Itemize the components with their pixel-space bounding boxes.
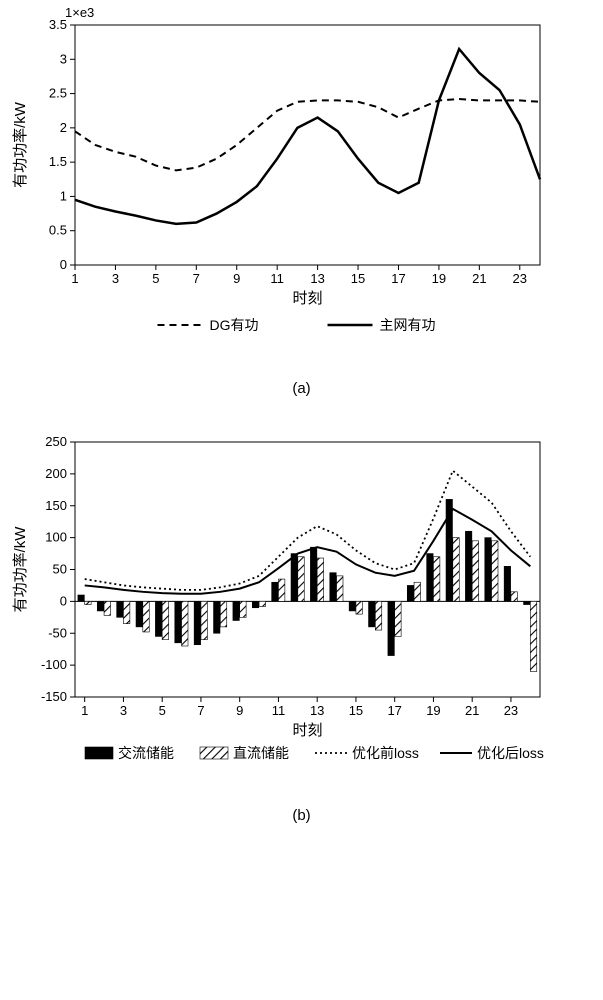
svg-text:19: 19	[426, 703, 440, 718]
svg-text:3: 3	[60, 51, 67, 66]
svg-text:2: 2	[60, 120, 67, 135]
svg-text:3: 3	[120, 703, 127, 718]
svg-text:0: 0	[60, 257, 67, 272]
chart-b-svg: -150-100-5005010015020025013579111315171…	[0, 427, 560, 787]
svg-text:主网有功: 主网有功	[380, 317, 436, 333]
svg-text:100: 100	[45, 530, 67, 545]
svg-text:17: 17	[387, 703, 401, 718]
svg-text:时刻: 时刻	[292, 722, 322, 739]
svg-text:5: 5	[152, 271, 159, 286]
svg-text:直流储能: 直流储能	[233, 745, 289, 761]
svg-text:11: 11	[272, 703, 286, 718]
svg-text:13: 13	[310, 271, 324, 286]
chart-a-panel: 1×e300.511.522.533.51357911131517192123时…	[0, 0, 603, 360]
svg-text:11: 11	[270, 271, 284, 286]
svg-text:0.5: 0.5	[49, 223, 67, 238]
caption-a: (a)	[0, 380, 603, 397]
svg-text:1: 1	[60, 188, 67, 203]
svg-text:3: 3	[112, 271, 119, 286]
svg-text:17: 17	[391, 271, 405, 286]
caption-b: (b)	[0, 807, 603, 824]
svg-text:23: 23	[513, 271, 527, 286]
svg-text:5: 5	[159, 703, 166, 718]
svg-text:50: 50	[53, 562, 67, 577]
chart-a-svg: 1×e300.511.522.533.51357911131517192123时…	[0, 0, 560, 360]
svg-text:1: 1	[71, 271, 78, 286]
svg-text:有功功率/kW: 有功功率/kW	[12, 526, 29, 613]
svg-text:150: 150	[45, 498, 67, 513]
svg-text:-50: -50	[48, 625, 67, 640]
svg-text:交流储能: 交流储能	[118, 745, 174, 761]
svg-text:9: 9	[233, 271, 240, 286]
svg-text:优化后loss: 优化后loss	[477, 745, 544, 761]
svg-text:21: 21	[465, 703, 479, 718]
svg-text:7: 7	[197, 703, 204, 718]
svg-text:时刻: 时刻	[292, 290, 322, 307]
svg-text:15: 15	[349, 703, 363, 718]
svg-text:优化前loss: 优化前loss	[352, 745, 419, 761]
svg-text:1: 1	[81, 703, 88, 718]
svg-text:13: 13	[310, 703, 324, 718]
svg-text:1×e3: 1×e3	[65, 5, 94, 20]
svg-text:21: 21	[472, 271, 486, 286]
chart-b-panel: -150-100-5005010015020025013579111315171…	[0, 427, 603, 787]
svg-text:-100: -100	[41, 657, 67, 672]
svg-text:15: 15	[351, 271, 365, 286]
svg-text:9: 9	[236, 703, 243, 718]
svg-text:2.5: 2.5	[49, 86, 67, 101]
svg-text:7: 7	[193, 271, 200, 286]
svg-text:1.5: 1.5	[49, 154, 67, 169]
svg-text:0: 0	[60, 593, 67, 608]
svg-text:200: 200	[45, 466, 67, 481]
svg-text:有功功率/kW: 有功功率/kW	[12, 101, 29, 188]
svg-text:DG有功: DG有功	[210, 317, 259, 333]
svg-text:-150: -150	[41, 689, 67, 704]
svg-text:250: 250	[45, 434, 67, 449]
svg-text:23: 23	[504, 703, 518, 718]
svg-text:19: 19	[432, 271, 446, 286]
svg-text:3.5: 3.5	[49, 17, 67, 32]
